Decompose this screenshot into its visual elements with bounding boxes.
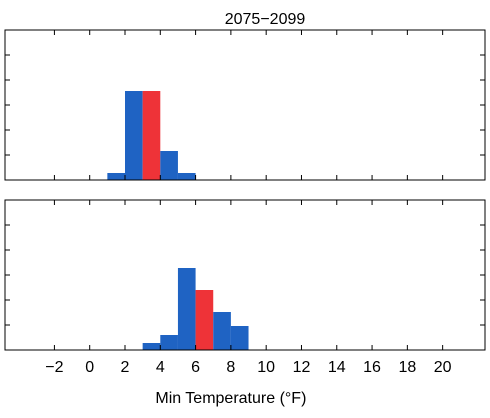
x-tick-label: 6 <box>191 359 200 376</box>
bar <box>213 312 231 350</box>
bar <box>142 91 161 180</box>
bar <box>160 151 178 180</box>
x-tick-label: 4 <box>156 359 165 376</box>
bar <box>195 290 214 350</box>
x-tick-label: −2 <box>45 359 63 376</box>
bar <box>230 326 249 350</box>
x-tick-label: 8 <box>226 359 235 376</box>
x-tick-label: 12 <box>293 359 311 376</box>
bar <box>177 268 196 350</box>
frame <box>4 29 486 181</box>
chart-title: 2075−2099 <box>225 11 306 28</box>
x-tick-label: 10 <box>257 359 275 376</box>
x-tick-label: 18 <box>398 359 416 376</box>
x-tick-label: 16 <box>363 359 381 376</box>
bar <box>107 173 125 180</box>
bar <box>142 343 161 350</box>
x-axis-label: Min Temperature (°F) <box>155 390 306 407</box>
bar <box>125 91 143 180</box>
bar <box>177 173 196 180</box>
bar <box>160 335 178 350</box>
x-tick-label: 20 <box>434 359 452 376</box>
x-tick-label: 0 <box>85 359 94 376</box>
x-tick-label: 14 <box>328 359 346 376</box>
x-tick-label: 2 <box>121 359 130 376</box>
